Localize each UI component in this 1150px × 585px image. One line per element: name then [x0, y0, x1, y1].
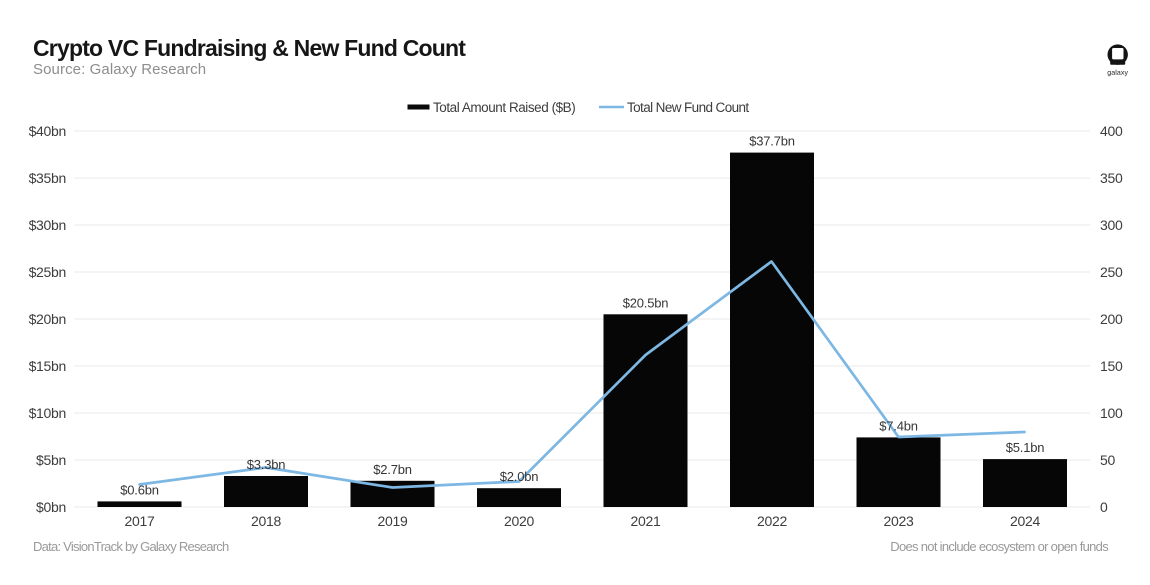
svg-text:300: 300: [1100, 217, 1123, 233]
svg-text:350: 350: [1100, 170, 1123, 186]
svg-text:galaxy: galaxy: [1107, 70, 1128, 77]
svg-text:0: 0: [1100, 499, 1108, 515]
svg-text:$5bn: $5bn: [36, 452, 66, 468]
svg-text:2020: 2020: [504, 513, 534, 529]
svg-text:2019: 2019: [378, 513, 408, 529]
svg-text:100: 100: [1100, 405, 1123, 421]
svg-text:Does not include ecosystem or: Does not include ecosystem or open funds: [890, 539, 1109, 554]
svg-text:200: 200: [1100, 311, 1123, 327]
svg-text:$35bn: $35bn: [29, 170, 66, 186]
svg-text:50: 50: [1100, 452, 1115, 468]
svg-text:2022: 2022: [757, 513, 787, 529]
svg-text:$10bn: $10bn: [29, 405, 66, 421]
svg-text:$30bn: $30bn: [29, 217, 66, 233]
svg-text:$0bn: $0bn: [36, 499, 66, 515]
svg-text:$25bn: $25bn: [29, 264, 66, 280]
svg-text:Total New Fund Count: Total New Fund Count: [627, 100, 749, 115]
svg-text:2023: 2023: [884, 513, 914, 529]
svg-text:150: 150: [1100, 358, 1123, 374]
svg-text:$2.0bn: $2.0bn: [500, 469, 539, 484]
svg-text:2024: 2024: [1010, 513, 1040, 529]
svg-text:$5.1bn: $5.1bn: [1006, 440, 1045, 455]
svg-text:$37.7bn: $37.7bn: [749, 134, 795, 149]
svg-text:2017: 2017: [125, 513, 155, 529]
svg-text:$20bn: $20bn: [29, 311, 66, 327]
svg-text:$40bn: $40bn: [29, 123, 66, 139]
svg-text:Total Amount Raised ($B): Total Amount Raised ($B): [433, 100, 575, 115]
svg-text:250: 250: [1100, 264, 1123, 280]
svg-text:2021: 2021: [631, 513, 661, 529]
svg-text:$0.6bn: $0.6bn: [120, 482, 159, 497]
svg-text:$7.4bn: $7.4bn: [879, 418, 918, 433]
svg-text:$15bn: $15bn: [29, 358, 66, 374]
svg-text:$20.5bn: $20.5bn: [623, 295, 669, 310]
svg-text:$2.7bn: $2.7bn: [373, 462, 412, 477]
svg-text:$3.3bn: $3.3bn: [247, 457, 286, 472]
svg-text:400: 400: [1100, 123, 1123, 139]
svg-text:Data: VisionTrack by Galaxy Re: Data: VisionTrack by Galaxy Research: [33, 539, 229, 554]
svg-text:2018: 2018: [251, 513, 281, 529]
